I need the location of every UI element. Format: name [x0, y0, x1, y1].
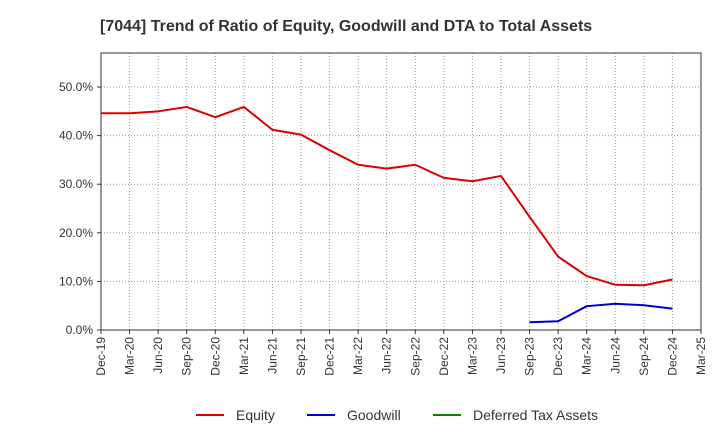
x-tick-label: Sep-24: [637, 337, 651, 376]
y-tick-label: 50.0%: [59, 80, 93, 94]
x-tick-label: Dec-20: [208, 337, 222, 376]
x-tick-label: Jun-22: [380, 337, 394, 374]
x-tick-label: Jun-23: [494, 337, 508, 374]
x-tick-label: Sep-23: [523, 337, 537, 376]
series-layer: [101, 105, 673, 324]
axes: [100, 52, 702, 331]
y-tick-label: 20.0%: [59, 226, 93, 240]
x-tick-label: Sep-22: [408, 337, 422, 376]
x-tick-label: Mar-25: [694, 337, 708, 375]
x-tick-label: Jun-21: [265, 337, 279, 374]
x-axis-ticks: Dec-19 Mar-20 Jun-20 Sep-20 Dec-20 Mar-21 Jun-…: [94, 330, 708, 376]
legend-label-goodwill: Goodwill: [347, 407, 401, 423]
x-tick-label: Dec-19: [94, 337, 108, 376]
x-tick-label: Sep-21: [294, 337, 308, 376]
grid: [100, 53, 702, 331]
x-tick-label: Dec-22: [437, 337, 451, 376]
x-tick-label: Mar-23: [465, 337, 479, 375]
x-tick-label: Mar-24: [580, 337, 594, 375]
y-axis-ticks: 0.0% 10.0% 20.0% 30.0% 40.0% 50.0%: [59, 80, 101, 337]
x-tick-label: Dec-23: [551, 337, 565, 376]
x-tick-label: Jun-24: [608, 337, 622, 374]
x-tick-label: Mar-21: [237, 337, 251, 375]
x-tick-label: Jun-20: [151, 337, 165, 374]
legend-label-equity: Equity: [236, 407, 275, 423]
y-tick-label: 40.0%: [59, 129, 93, 143]
plot-frame: [100, 52, 702, 331]
legend: Equity Goodwill Deferred Tax Assets: [196, 407, 598, 423]
legend-label-deferred-tax-assets: Deferred Tax Assets: [473, 407, 598, 423]
x-tick-label: Dec-21: [323, 337, 337, 376]
plot-area: [101, 53, 701, 330]
series-line-equity: [101, 105, 673, 287]
chart-title: [7044] Trend of Ratio of Equity, Goodwil…: [100, 18, 592, 35]
y-tick-label: 0.0%: [66, 323, 94, 337]
x-tick-label: Mar-22: [351, 337, 365, 375]
x-tick-label: Mar-20: [123, 337, 137, 375]
y-tick-label: 30.0%: [59, 177, 93, 191]
y-tick-label: 10.0%: [59, 274, 93, 288]
series-line-goodwill: [529, 302, 673, 324]
x-tick-label: Sep-20: [180, 337, 194, 376]
x-tick-label: Dec-24: [665, 337, 679, 376]
